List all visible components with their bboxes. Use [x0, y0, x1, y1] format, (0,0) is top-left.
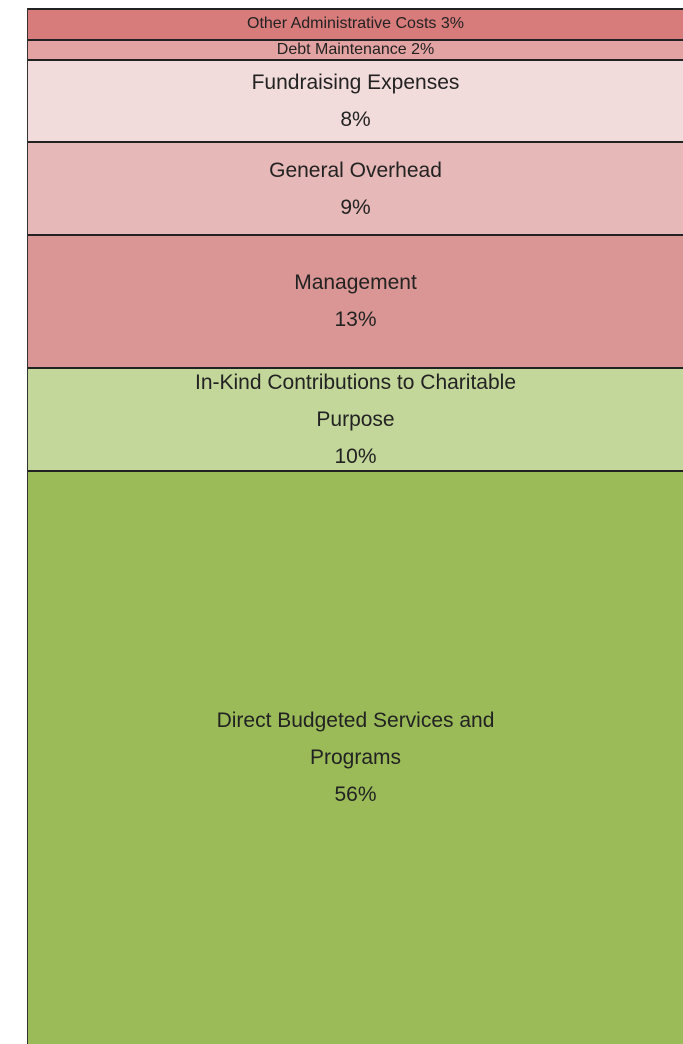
segment-value: 56% — [334, 783, 377, 807]
segment-value: 9% — [340, 195, 371, 219]
segment-name: In-Kind Contributions to Charitable Purp… — [194, 370, 516, 431]
bar-segment: Management 13% — [28, 233, 683, 368]
segment-name: Debt Maintenance — [276, 41, 407, 59]
segment-name: Management — [294, 271, 417, 295]
segment-label: Direct Budgeted Services and Programs 56% — [28, 702, 683, 813]
segment-name: Fundraising Expenses — [251, 71, 460, 95]
stacked-column: Direct Budgeted Services and Programs 56%… — [27, 8, 683, 1044]
bar-segment: In-Kind Contributions to Charitable Purp… — [28, 367, 683, 470]
bar-segment: General Overhead 9% — [28, 141, 683, 234]
segment-value: 10% — [334, 444, 377, 468]
segment-name: General Overhead — [269, 158, 442, 182]
segment-value: 8% — [340, 108, 371, 132]
segment-label: Other Administrative Costs 3% — [247, 16, 464, 32]
segment-name: Direct Budgeted Services and Programs — [216, 709, 495, 770]
segment-label: Debt Maintenance 2% — [277, 42, 434, 58]
bar-segment: Fundraising Expenses 8% — [28, 59, 683, 142]
segment-label: In-Kind Contributions to Charitable Purp… — [28, 369, 683, 470]
segment-value: 2% — [411, 41, 435, 59]
segment-label: General Overhead 9% — [119, 152, 592, 226]
bar-segment: Debt Maintenance 2% — [28, 38, 683, 60]
segment-value: 13% — [334, 308, 377, 332]
bar-segment: Other Administrative Costs 3% — [28, 8, 683, 39]
segment-label: Management 13% — [144, 264, 567, 338]
bar-segment: Direct Budgeted Services and Programs 56% — [28, 469, 683, 1044]
segment-label: Fundraising Expenses 8% — [102, 64, 610, 138]
segment-name: Other Administrative Costs — [247, 15, 437, 33]
segment-value: 3% — [440, 15, 464, 33]
